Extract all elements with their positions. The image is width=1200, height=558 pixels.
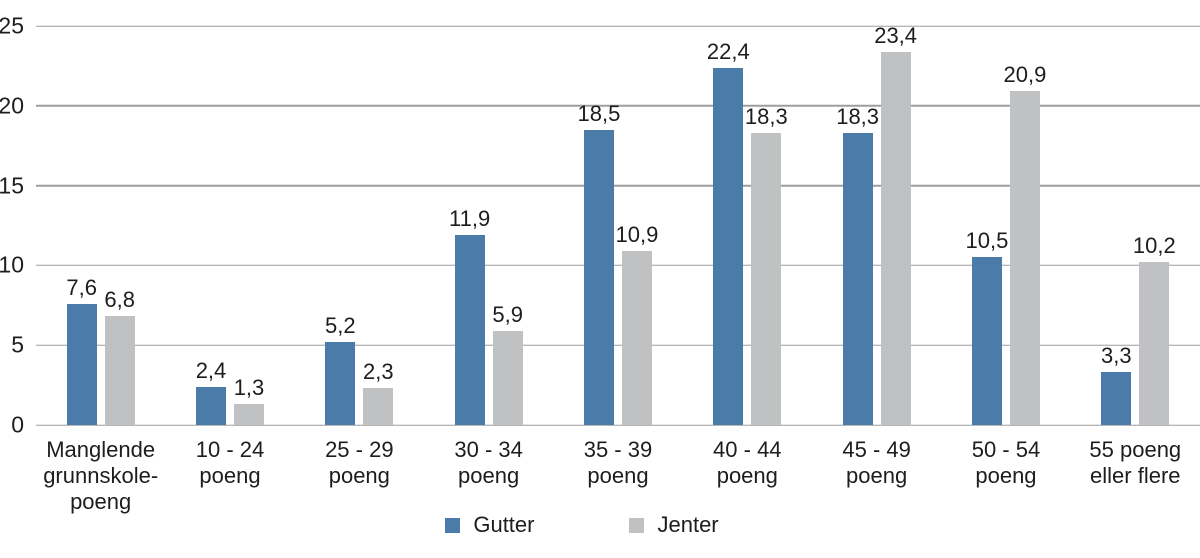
value-label: 22,4 bbox=[706, 38, 750, 64]
value-label: 7,6 bbox=[66, 274, 97, 300]
legend-label-gutter: Gutter bbox=[473, 512, 535, 537]
bar-jenter: 20,9 bbox=[1004, 64, 1046, 425]
bar-group: 22,4 18,3 bbox=[683, 26, 812, 425]
value-label: 11,9 bbox=[449, 206, 491, 232]
plot-area: 7,6 6,8 2,4 1,3 5,2 2,3 11,9 5,9 18,5 10,9 22,4 18,… bbox=[36, 24, 1200, 426]
gridlines bbox=[36, 25, 1200, 426]
value-label: 18,3 bbox=[836, 103, 880, 129]
legend-swatch-gutter bbox=[445, 517, 461, 533]
legend: Gutter Jenter bbox=[0, 514, 1182, 536]
bars-row: 7,6 6,8 2,4 1,3 5,2 2,3 11,9 5,9 18,5 10,9 22,4 18,… bbox=[36, 24, 1200, 425]
bar-gutter: 22,4 bbox=[707, 40, 750, 425]
bar-gutter: 10,5 bbox=[966, 230, 1008, 425]
y-axis-tick-label: 20 bbox=[0, 92, 24, 119]
value-label: 3,3 bbox=[1100, 343, 1132, 369]
category-label: 35 - 39 poeng bbox=[583, 437, 653, 488]
bar-group: 11,9 5,9 bbox=[424, 26, 553, 425]
y-axis: 0 5 10 15 20 25 bbox=[0, 14, 24, 436]
bar-jenter: 10,2 bbox=[1133, 235, 1176, 425]
legend-item-jenter: Jenter bbox=[629, 512, 719, 537]
bar-jenter: 2,3 bbox=[363, 361, 394, 425]
value-label: 5,2 bbox=[325, 313, 356, 339]
bar-gutter: 3,3 bbox=[1101, 345, 1132, 425]
gridline bbox=[36, 344, 1200, 346]
category-label: 50 - 54 poeng bbox=[971, 437, 1041, 488]
bar-gutter: 7,6 bbox=[66, 276, 97, 425]
bar-jenter: 18,3 bbox=[745, 105, 788, 425]
gridline bbox=[36, 105, 1200, 107]
value-label: 5,9 bbox=[492, 301, 523, 327]
gridline bbox=[36, 424, 1200, 426]
value-label: 20,9 bbox=[1003, 62, 1047, 88]
category-label: 45 - 49 poeng bbox=[842, 437, 911, 488]
bar-group: 3,3 10,2 bbox=[1071, 26, 1200, 425]
bar-gutter: 5,2 bbox=[325, 315, 356, 425]
category-label: 55 poeng eller flere bbox=[1089, 437, 1182, 488]
value-label: 18,3 bbox=[744, 103, 788, 129]
y-axis-tick-label: 0 bbox=[11, 411, 24, 438]
category-label: 30 - 34 poeng bbox=[454, 437, 523, 488]
gridline bbox=[36, 25, 1200, 27]
bar-group: 2,4 1,3 bbox=[165, 26, 294, 425]
category-label: 25 - 29 poeng bbox=[325, 437, 394, 488]
bar-group: 5,2 2,3 bbox=[295, 26, 424, 425]
value-label: 10,5 bbox=[965, 228, 1009, 254]
bar-group: 18,5 10,9 bbox=[553, 26, 682, 425]
value-label: 1,3 bbox=[233, 375, 265, 401]
bar-gutter: 2,4 bbox=[196, 359, 226, 425]
bar-gutter: 18,5 bbox=[578, 102, 620, 425]
value-label: 10,9 bbox=[615, 222, 659, 248]
bar-group: 10,5 20,9 bbox=[941, 26, 1070, 425]
legend-label-jenter: Jenter bbox=[657, 512, 719, 537]
bar-jenter: 23,4 bbox=[874, 24, 917, 425]
category-label: 10 - 24 poeng bbox=[195, 437, 265, 488]
value-label: 23,4 bbox=[874, 22, 918, 48]
legend-item-gutter: Gutter bbox=[445, 514, 534, 536]
value-label: 6,8 bbox=[104, 287, 135, 313]
value-label: 2,3 bbox=[363, 359, 394, 385]
value-label: 2,4 bbox=[195, 357, 227, 383]
y-axis-tick-label: 25 bbox=[0, 12, 24, 39]
gridline bbox=[36, 184, 1200, 187]
legend-swatch-jenter bbox=[629, 517, 645, 533]
x-axis-labels: Manglende grunnskole- poeng 10 - 24 poeng… bbox=[36, 437, 1200, 515]
bar-group: 18,3 23,4 bbox=[812, 24, 941, 425]
value-label: 10,2 bbox=[1132, 233, 1176, 259]
bar-gutter: 18,3 bbox=[836, 105, 879, 425]
bar-group: 7,6 6,8 bbox=[36, 26, 165, 425]
y-axis-tick-label: 10 bbox=[0, 251, 24, 278]
gridline bbox=[36, 264, 1200, 267]
bar-jenter: 10,9 bbox=[616, 224, 658, 425]
category-label: Manglende grunnskole- poeng bbox=[43, 437, 159, 514]
bar-jenter: 5,9 bbox=[492, 303, 523, 425]
bar-jenter: 6,8 bbox=[104, 289, 135, 425]
y-axis-tick-label: 5 bbox=[11, 331, 24, 358]
bar-gutter: 11,9 bbox=[449, 208, 490, 425]
bar-jenter: 1,3 bbox=[234, 377, 264, 425]
y-axis-tick-label: 15 bbox=[0, 172, 24, 199]
category-label: 40 - 44 poeng bbox=[713, 437, 782, 488]
value-label: 18,5 bbox=[577, 100, 621, 126]
